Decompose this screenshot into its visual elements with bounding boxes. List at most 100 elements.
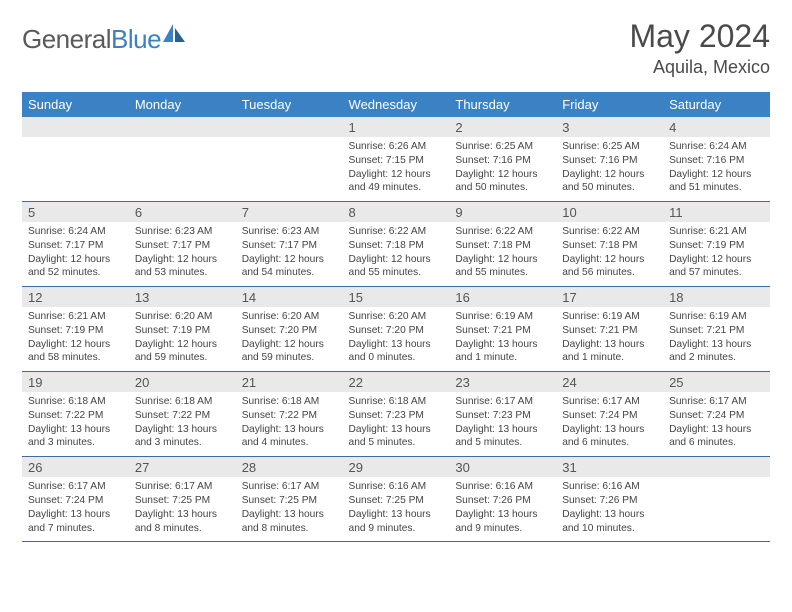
day-line: and 2 minutes.	[669, 351, 764, 365]
day-line: Sunset: 7:19 PM	[669, 239, 764, 253]
day-line: Sunrise: 6:21 AM	[28, 310, 123, 324]
day-line: Daylight: 13 hours	[455, 423, 550, 437]
day-line: and 49 minutes.	[349, 181, 444, 195]
day-body	[22, 137, 129, 195]
day-body: Sunrise: 6:16 AMSunset: 7:26 PMDaylight:…	[449, 477, 556, 541]
day-line: Sunrise: 6:22 AM	[455, 225, 550, 239]
day-number: 29	[343, 457, 450, 477]
location: Aquila, Mexico	[629, 57, 770, 78]
day-cell: 4Sunrise: 6:24 AMSunset: 7:16 PMDaylight…	[663, 117, 770, 202]
day-number: 2	[449, 117, 556, 137]
day-number	[236, 117, 343, 137]
day-line: Daylight: 13 hours	[349, 338, 444, 352]
day-header: Monday	[129, 92, 236, 117]
day-number: 9	[449, 202, 556, 222]
day-body: Sunrise: 6:25 AMSunset: 7:16 PMDaylight:…	[449, 137, 556, 201]
day-number: 17	[556, 287, 663, 307]
day-cell: 29Sunrise: 6:16 AMSunset: 7:25 PMDayligh…	[343, 457, 450, 542]
day-line: Daylight: 12 hours	[669, 168, 764, 182]
day-number: 26	[22, 457, 129, 477]
day-body	[236, 137, 343, 195]
day-body: Sunrise: 6:17 AMSunset: 7:25 PMDaylight:…	[236, 477, 343, 541]
day-body: Sunrise: 6:22 AMSunset: 7:18 PMDaylight:…	[449, 222, 556, 286]
week-row: 19Sunrise: 6:18 AMSunset: 7:22 PMDayligh…	[22, 372, 770, 457]
day-line: and 54 minutes.	[242, 266, 337, 280]
day-number: 18	[663, 287, 770, 307]
day-line: Sunset: 7:18 PM	[349, 239, 444, 253]
day-line: and 1 minute.	[455, 351, 550, 365]
day-body	[129, 137, 236, 195]
day-body: Sunrise: 6:17 AMSunset: 7:24 PMDaylight:…	[663, 392, 770, 456]
day-line: Sunset: 7:22 PM	[28, 409, 123, 423]
day-line: and 1 minute.	[562, 351, 657, 365]
day-number: 13	[129, 287, 236, 307]
day-line: Daylight: 12 hours	[349, 168, 444, 182]
day-line: Sunrise: 6:24 AM	[28, 225, 123, 239]
day-body: Sunrise: 6:19 AMSunset: 7:21 PMDaylight:…	[556, 307, 663, 371]
day-line: Sunrise: 6:19 AM	[455, 310, 550, 324]
day-line: Sunset: 7:24 PM	[669, 409, 764, 423]
day-body: Sunrise: 6:23 AMSunset: 7:17 PMDaylight:…	[129, 222, 236, 286]
day-line: Daylight: 12 hours	[28, 338, 123, 352]
day-line: Sunrise: 6:17 AM	[669, 395, 764, 409]
day-line: Sunset: 7:16 PM	[455, 154, 550, 168]
day-body: Sunrise: 6:19 AMSunset: 7:21 PMDaylight:…	[663, 307, 770, 371]
day-line: Sunrise: 6:17 AM	[135, 480, 230, 494]
day-number	[22, 117, 129, 137]
day-number: 19	[22, 372, 129, 392]
day-cell: 1Sunrise: 6:26 AMSunset: 7:15 PMDaylight…	[343, 117, 450, 202]
day-line: Daylight: 12 hours	[349, 253, 444, 267]
day-line: and 6 minutes.	[669, 436, 764, 450]
day-line: Sunset: 7:21 PM	[562, 324, 657, 338]
day-line: Sunrise: 6:16 AM	[349, 480, 444, 494]
day-line: Daylight: 13 hours	[562, 338, 657, 352]
day-line: and 55 minutes.	[455, 266, 550, 280]
day-body: Sunrise: 6:20 AMSunset: 7:19 PMDaylight:…	[129, 307, 236, 371]
day-line: and 6 minutes.	[562, 436, 657, 450]
day-line: Daylight: 12 hours	[669, 253, 764, 267]
day-number: 7	[236, 202, 343, 222]
day-line: and 5 minutes.	[455, 436, 550, 450]
day-number: 20	[129, 372, 236, 392]
day-line: Daylight: 13 hours	[242, 423, 337, 437]
day-line: and 53 minutes.	[135, 266, 230, 280]
day-line: Sunset: 7:23 PM	[349, 409, 444, 423]
day-line: Sunrise: 6:17 AM	[455, 395, 550, 409]
day-number: 4	[663, 117, 770, 137]
day-line: and 8 minutes.	[135, 522, 230, 536]
day-line: and 59 minutes.	[135, 351, 230, 365]
day-line: Sunset: 7:16 PM	[562, 154, 657, 168]
day-line: Sunrise: 6:16 AM	[455, 480, 550, 494]
day-cell: 26Sunrise: 6:17 AMSunset: 7:24 PMDayligh…	[22, 457, 129, 542]
day-header: Friday	[556, 92, 663, 117]
day-cell: 5Sunrise: 6:24 AMSunset: 7:17 PMDaylight…	[22, 202, 129, 287]
day-line: Daylight: 13 hours	[135, 508, 230, 522]
day-line: Daylight: 12 hours	[455, 168, 550, 182]
day-line: Daylight: 13 hours	[455, 508, 550, 522]
day-line: Sunrise: 6:20 AM	[242, 310, 337, 324]
day-line: and 50 minutes.	[455, 181, 550, 195]
day-body: Sunrise: 6:26 AMSunset: 7:15 PMDaylight:…	[343, 137, 450, 201]
day-line: Sunset: 7:21 PM	[455, 324, 550, 338]
day-body: Sunrise: 6:23 AMSunset: 7:17 PMDaylight:…	[236, 222, 343, 286]
day-line: Sunrise: 6:17 AM	[28, 480, 123, 494]
day-number: 8	[343, 202, 450, 222]
day-line: and 3 minutes.	[28, 436, 123, 450]
day-line: Sunset: 7:20 PM	[242, 324, 337, 338]
day-line: Sunrise: 6:26 AM	[349, 140, 444, 154]
day-line: Daylight: 13 hours	[28, 423, 123, 437]
day-line: Sunset: 7:18 PM	[562, 239, 657, 253]
day-cell: 10Sunrise: 6:22 AMSunset: 7:18 PMDayligh…	[556, 202, 663, 287]
day-cell: 15Sunrise: 6:20 AMSunset: 7:20 PMDayligh…	[343, 287, 450, 372]
day-line: Daylight: 13 hours	[349, 508, 444, 522]
day-cell: 9Sunrise: 6:22 AMSunset: 7:18 PMDaylight…	[449, 202, 556, 287]
day-body: Sunrise: 6:22 AMSunset: 7:18 PMDaylight:…	[556, 222, 663, 286]
day-line: Sunrise: 6:25 AM	[562, 140, 657, 154]
day-line: Sunset: 7:24 PM	[562, 409, 657, 423]
day-line: Sunrise: 6:23 AM	[242, 225, 337, 239]
day-number: 23	[449, 372, 556, 392]
title-block: May 2024 Aquila, Mexico	[629, 18, 770, 78]
day-line: Daylight: 12 hours	[242, 338, 337, 352]
day-cell: 23Sunrise: 6:17 AMSunset: 7:23 PMDayligh…	[449, 372, 556, 457]
day-cell	[236, 117, 343, 202]
